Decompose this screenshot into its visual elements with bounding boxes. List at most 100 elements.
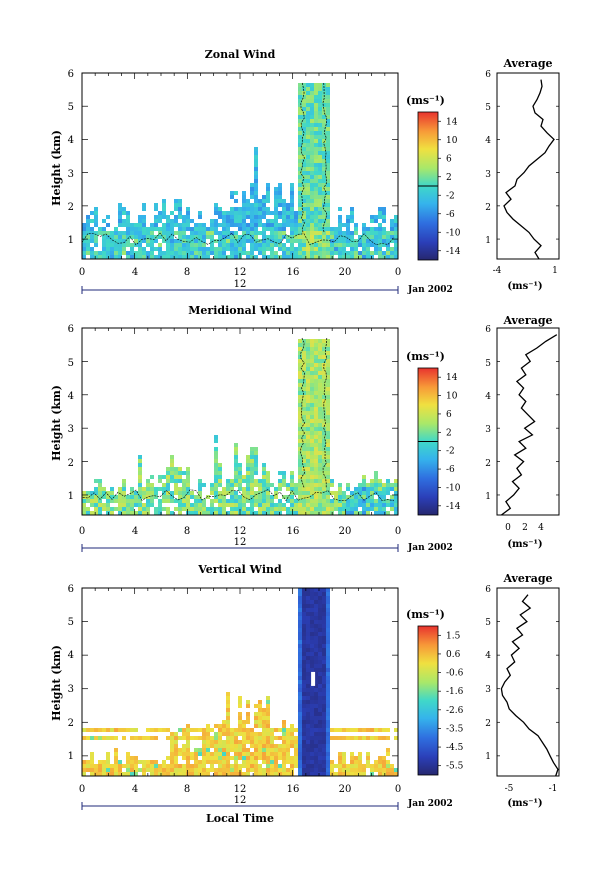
y-tick-label: 4 — [485, 651, 491, 661]
x-tick-label: 16 — [287, 526, 300, 537]
colorbar-tick-label: -14 — [446, 247, 461, 257]
zonal-colorbar-unit: (ms⁻¹) — [406, 94, 445, 107]
vertical-y-ticks: 1 2 3 4 5 6 — [68, 584, 74, 762]
y-tick-label: 3 — [68, 684, 74, 695]
y-tick-label: 4 — [485, 392, 491, 402]
colorbar-tick-label: -6 — [446, 465, 455, 475]
axis-ticks — [81, 587, 399, 776]
vertical-average-profile: Average 1 2 3 4 5 6 -5 -1 (ms⁻¹) — [485, 572, 560, 809]
x-tick-label: 12 — [234, 267, 247, 278]
y-tick-label: 2 — [68, 202, 74, 213]
x-tick-label: 8 — [184, 784, 190, 795]
vertical-x-ticks: 0 4 8 12 16 20 0 — [79, 784, 401, 795]
x-tick-label: 20 — [339, 267, 352, 278]
y-tick-label: 5 — [485, 359, 491, 369]
colorbar-tick-label: 10 — [446, 392, 458, 402]
y-tick-label: 3 — [68, 169, 74, 180]
meridional-date-bar: 12 Jan 2002 — [81, 537, 453, 553]
y-tick-label: 5 — [485, 618, 491, 628]
meridional-height-label: Height (km) — [50, 385, 63, 461]
colorbar-tick-label: 14 — [446, 373, 458, 383]
x-tick-label: 20 — [339, 526, 352, 537]
zonal-x-ticks: 0 4 8 12 16 20 0 — [79, 267, 401, 278]
x-tick-label: 0 — [79, 784, 85, 795]
colorbar-tick-label: 10 — [446, 136, 458, 146]
y-tick-label: 1 — [68, 235, 74, 246]
colorbar-tick-label: 2 — [446, 173, 452, 183]
x-tick-label: 0 — [395, 784, 401, 795]
x-tick-label: 0 — [79, 267, 85, 278]
y-tick-label: 1 — [485, 236, 491, 246]
y-tick-label: 4 — [68, 650, 74, 661]
x-tick-label: 12 — [234, 526, 247, 537]
zonal-height-label: Height (km) — [50, 130, 63, 206]
x-tick-label: 8 — [184, 267, 190, 278]
average-profile-line — [501, 334, 558, 516]
zonal-wind-panel: Zonal Wind Height (km) 0 4 8 12 16 20 0 … — [50, 48, 560, 295]
y-tick-label: 2 — [485, 719, 491, 729]
x-tick-label: 0 — [395, 526, 401, 537]
y-tick-label: 5 — [485, 103, 491, 113]
zonal-y-ticks: 1 2 3 4 5 6 — [68, 69, 74, 246]
x-axis-title: Local Time — [206, 812, 274, 825]
meridional-average-xlabel: (ms⁻¹) — [507, 539, 542, 550]
zonal-average-profile: Average 1 2 3 4 5 6 -4 1 (ms⁻¹) — [485, 57, 560, 292]
meridional-average-title: Average — [502, 314, 552, 327]
colorbar-tick-label: -4.5 — [446, 743, 464, 753]
profile-x-tick: 0 — [505, 523, 511, 533]
y-tick-label: 6 — [485, 585, 491, 595]
y-tick-label: 4 — [68, 391, 74, 402]
colorbar-tick-label: -1.6 — [446, 687, 464, 697]
zonal-wind-heatmap — [81, 82, 398, 259]
vertical-colorbar: 1.5 0.6 -0.6 -1.6 -2.6 -3.5 -4.5 -5.5 — [417, 625, 464, 776]
y-tick-label: 6 — [68, 584, 74, 595]
y-tick-label: 3 — [485, 170, 491, 180]
colorbar-tick-label: 6 — [446, 154, 452, 164]
profile-x-tick: -4 — [493, 266, 502, 276]
colorbar-tick-label: -6 — [446, 210, 455, 220]
colorbar-tick-label: -2 — [446, 447, 455, 457]
zonal-average-frame — [496, 72, 560, 260]
profile-x-tick: 4 — [538, 523, 544, 533]
meridional-colorbar: 14 10 6 2 -2 -6 -10 -14 — [417, 367, 461, 516]
y-tick-label: 6 — [68, 324, 74, 335]
colorbar-tick-label: 0.6 — [446, 650, 461, 660]
colorbar-tick-label: -0.6 — [446, 669, 464, 679]
y-tick-label: 1 — [68, 751, 74, 762]
colorbar-tick-label: -10 — [446, 483, 461, 493]
x-tick-label: 4 — [132, 784, 138, 795]
y-tick-label: 3 — [485, 425, 491, 435]
colorbar-tick-label: 1.5 — [446, 631, 461, 641]
vertical-wind-panel: Vertical Wind Height (km) 0 4 8 12 16 20… — [50, 563, 560, 825]
y-tick-label: 5 — [68, 102, 74, 113]
colorbar-tick-label: -10 — [446, 228, 461, 238]
colorbar-tick-label: 6 — [446, 410, 452, 420]
meridional-wind-title: Meridional Wind — [188, 304, 292, 317]
x-tick-label: 16 — [287, 267, 300, 278]
x-tick-label: 20 — [339, 784, 352, 795]
meridional-wind-heatmap — [81, 337, 398, 515]
zonal-date-bar: 12 Jan 2002 — [81, 279, 453, 295]
y-tick-label: 5 — [68, 617, 74, 628]
y-tick-label: 1 — [68, 491, 74, 502]
day-label: 12 — [234, 537, 247, 548]
profile-x-tick: 1 — [552, 266, 558, 276]
axis-ticks — [81, 327, 399, 515]
meridional-colorbar-unit: (ms⁻¹) — [406, 350, 445, 363]
y-tick-label: 2 — [68, 458, 74, 469]
meridional-y-ticks: 1 2 3 4 5 6 — [68, 324, 74, 502]
x-tick-label: 8 — [184, 526, 190, 537]
zonal-colorbar: 14 10 6 2 -2 -6 -10 -14 — [417, 111, 461, 261]
colorbar-tick-label: -5.5 — [446, 762, 464, 772]
day-label: 12 — [234, 279, 247, 290]
zonal-average-title: Average — [502, 57, 552, 70]
colorbar-tick-label: 14 — [446, 117, 458, 127]
vertical-wind-heatmap — [82, 588, 398, 776]
y-tick-label: 6 — [68, 69, 74, 80]
date-label: Jan 2002 — [407, 285, 453, 295]
vertical-average-title: Average — [502, 572, 552, 585]
vertical-height-label: Height (km) — [50, 645, 63, 721]
average-profile-line — [500, 594, 559, 777]
x-tick-label: 12 — [234, 784, 247, 795]
